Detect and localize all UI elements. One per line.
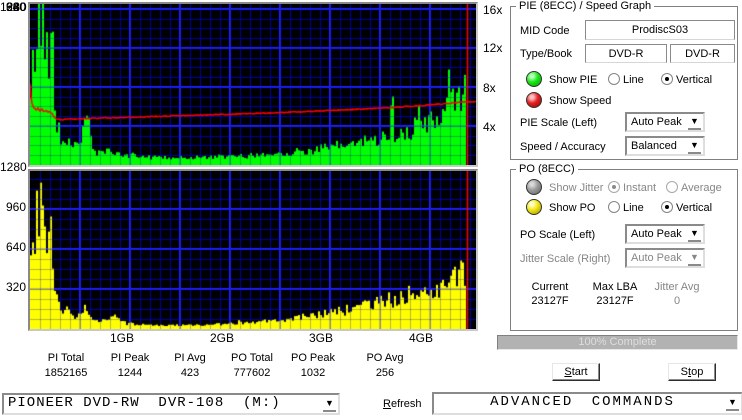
speed-accuracy-select[interactable]: Balanced ▼ [625, 136, 705, 156]
stat-value-pi-peak: 1244 [117, 367, 143, 379]
show-speed-label[interactable]: Show Speed [549, 95, 612, 107]
advanced-commands-select[interactable]: ADVANCED COMMANDS ▼ [432, 392, 742, 415]
jitter-scale-label: Jitter Scale (Right) [520, 253, 611, 265]
po-axis-tick: 960 [5, 200, 26, 214]
type-book-label: Type/Book [520, 48, 572, 60]
po-graph-canvas [30, 171, 476, 329]
pie-graph-plot [28, 2, 478, 167]
show-pie-led[interactable] [526, 71, 542, 87]
stat-label-po-total: PO Total [231, 352, 273, 364]
po-axis-tick: 640 [5, 240, 26, 254]
pie-axis-tick: 960 [5, 0, 26, 14]
pie-axis-tick: 320 [5, 0, 26, 14]
pie-speed-group-title: PIE (8ECC) / Speed Graph [516, 0, 655, 12]
pie-scale-label: PIE Scale (Left) [520, 117, 598, 129]
jitter-avg-label: Jitter Avg [654, 281, 700, 293]
po-vertical-radio[interactable] [661, 201, 673, 213]
refresh-button[interactable]: Refresh [383, 398, 422, 410]
stat-label-po-peak: PO Peak [290, 352, 336, 364]
x-axis-tick: 3GB [308, 331, 333, 345]
device-select[interactable]: PIONEER DVD-RW DVR-108 (M:) ▼ [2, 393, 340, 415]
speed-axis-tick: 16x [483, 3, 503, 17]
po-axis-tick: 1280 [0, 160, 27, 174]
show-jitter-led [526, 179, 542, 195]
po-graph-plot [28, 169, 478, 331]
po-scale-select[interactable]: Auto Peak ▼ [625, 224, 705, 244]
scan-progress-bar: 100% Complete [497, 335, 738, 350]
x-axis-tick: 1GB [109, 331, 134, 345]
po-scale-label: PO Scale (Left) [520, 229, 596, 241]
mid-code-field: ProdiscS03 [585, 20, 735, 40]
show-po-label[interactable]: Show PO [549, 202, 596, 214]
pie-scale-select[interactable]: Auto Peak ▼ [625, 112, 705, 132]
advanced-commands-value: ADVANCED COMMANDS [490, 394, 675, 410]
po-group-title: PO (8ECC) [516, 163, 578, 175]
max-lba-label: Max LBA [592, 281, 638, 293]
po-vertical-radio-label[interactable]: Vertical [676, 202, 713, 214]
stat-label-pi-avg: PI Avg [174, 352, 206, 364]
pie-vertical-radio[interactable] [661, 73, 673, 85]
jitter-average-radio [666, 181, 678, 193]
jitter-instant-label: Instant [623, 182, 657, 194]
jitter-avg-value: 0 [673, 295, 681, 307]
stat-value-po-total: 777602 [233, 367, 271, 379]
mid-code-label: MID Code [520, 25, 570, 37]
dropdown-arrow-icon[interactable]: ▼ [688, 227, 701, 242]
po-axis-tick: 320 [5, 280, 26, 294]
po-scale-value: Auto Peak [631, 228, 682, 240]
type-field: DVD-R [585, 44, 667, 63]
stat-value-po-avg: 256 [375, 367, 395, 379]
jitter-average-label: Average [681, 182, 722, 194]
x-axis-tick: 4GB [408, 331, 433, 345]
stat-value-po-peak: 1032 [300, 367, 326, 379]
stat-label-pi-peak: PI Peak [110, 352, 150, 364]
stat-value-pi-avg: 423 [180, 367, 200, 379]
stat-value-pi-total: 1852165 [44, 367, 88, 379]
speed-axis-tick: 4x [483, 120, 496, 134]
speed-accuracy-value: Balanced [631, 140, 677, 152]
po-line-radio-label[interactable]: Line [623, 202, 644, 214]
current-value: 23127F [531, 295, 569, 307]
pie-axis-tick: 640 [5, 0, 26, 14]
pie-line-radio[interactable] [608, 73, 620, 85]
po-groupbox [510, 169, 738, 331]
x-axis-tick: 2GB [209, 331, 234, 345]
stat-label-pi-total: PI Total [47, 352, 85, 364]
start-button[interactable]: Start [552, 363, 600, 381]
show-jitter-label: Show Jitter [549, 182, 604, 194]
jitter-scale-select: Auto Peak ▼ [625, 248, 705, 268]
show-po-led[interactable] [526, 199, 542, 215]
speed-accuracy-label: Speed / Accuracy [520, 141, 606, 153]
max-lba-value: 23127F [596, 295, 634, 307]
pie-axis-tick: 1280 [0, 0, 27, 14]
dropdown-arrow-icon[interactable]: ▼ [726, 396, 739, 411]
current-label: Current [531, 281, 569, 293]
book-field: DVD-R [670, 44, 735, 63]
pie-scale-value: Auto Peak [631, 116, 682, 128]
dropdown-arrow-icon: ▼ [688, 251, 701, 266]
show-pie-label[interactable]: Show PIE [549, 74, 598, 86]
stop-button[interactable]: Stop [668, 363, 716, 381]
dropdown-arrow-icon[interactable]: ▼ [688, 139, 701, 154]
po-line-radio[interactable] [608, 201, 620, 213]
jitter-instant-radio [608, 181, 620, 193]
speed-axis-tick: 12x [483, 41, 503, 55]
dropdown-arrow-icon[interactable]: ▼ [688, 115, 701, 130]
stat-label-po-avg: PO Avg [366, 352, 404, 364]
dropdown-arrow-icon[interactable]: ▼ [323, 397, 336, 412]
pie-line-radio-label[interactable]: Line [623, 74, 644, 86]
device-select-value: PIONEER DVD-RW DVR-108 (M:) [8, 395, 281, 411]
pie-vertical-radio-label[interactable]: Vertical [676, 74, 713, 86]
pie-graph-canvas [30, 4, 476, 165]
show-speed-led[interactable] [526, 92, 542, 108]
jitter-scale-value: Auto Peak [631, 252, 682, 264]
speed-axis-tick: 8x [483, 81, 496, 95]
